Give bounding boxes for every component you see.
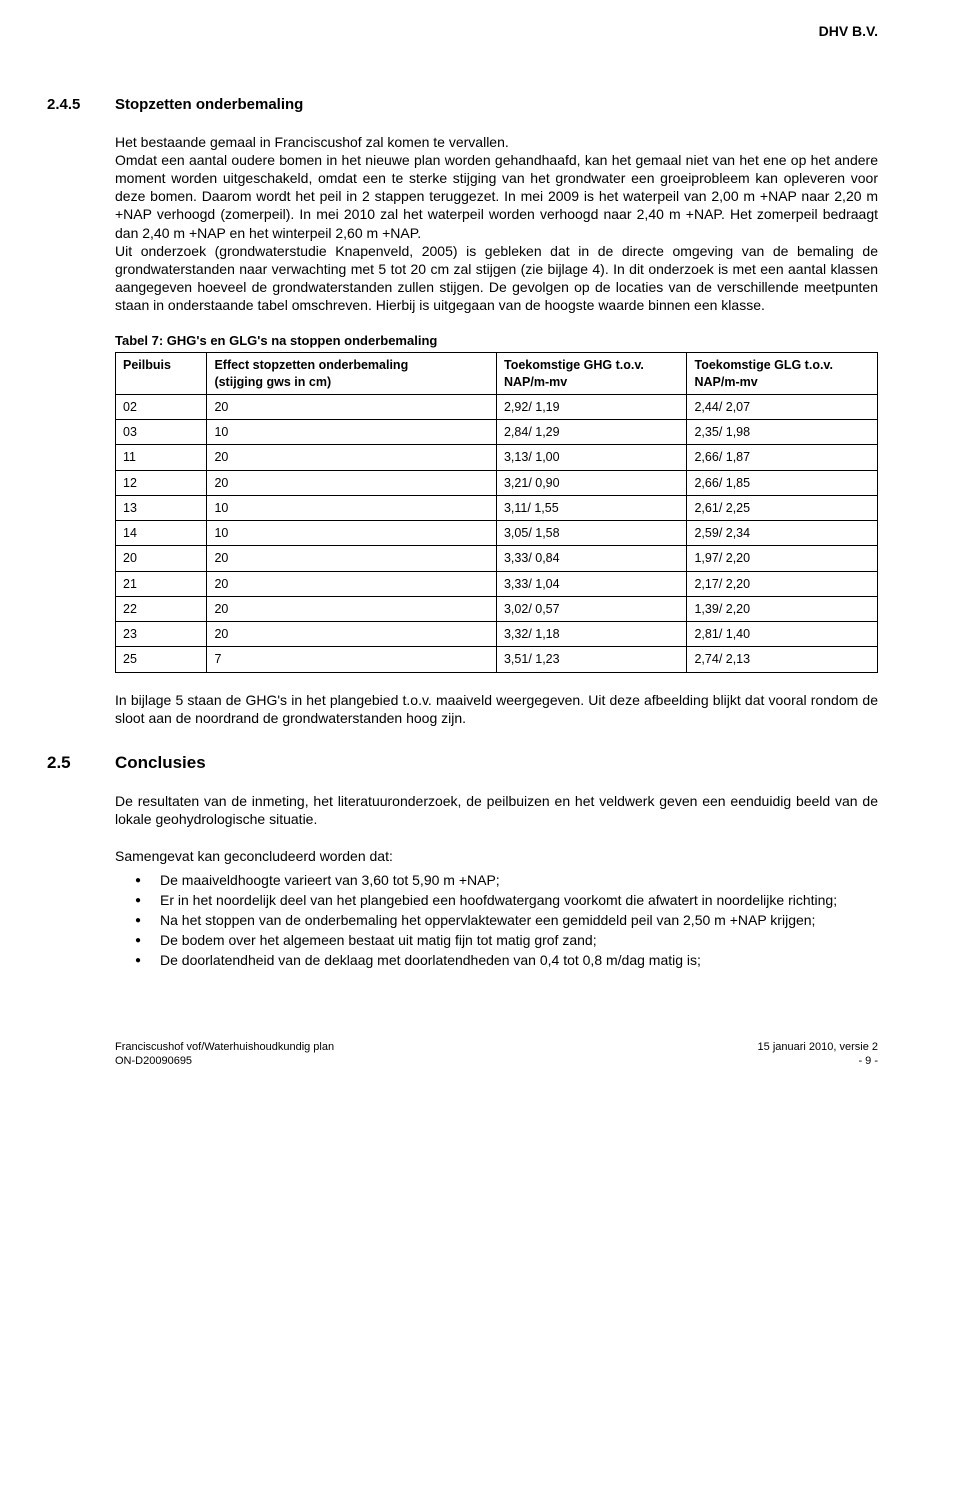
- section-25-para1: De resultaten van de inmeting, het liter…: [115, 792, 878, 828]
- table7-header-row: PeilbuisEffect stopzetten onderbemaling(…: [116, 353, 878, 395]
- footer-right: 15 januari 2010, versie 2 - 9 -: [758, 1040, 878, 1069]
- table-cell: 14: [116, 521, 207, 546]
- after-table-text: In bijlage 5 staan de GHG's in het plang…: [115, 691, 878, 727]
- table-cell: 20: [116, 546, 207, 571]
- table-cell: 3,21/ 0,90: [496, 470, 687, 495]
- table-cell: 2,59/ 2,34: [687, 521, 878, 546]
- list-item: Er in het noordelijk deel van het plange…: [160, 891, 878, 909]
- table-cell: 03: [116, 420, 207, 445]
- table-cell: 12: [116, 470, 207, 495]
- table-row: 2573,51/ 1,232,74/ 2,13: [116, 647, 878, 672]
- after-table-para: In bijlage 5 staan de GHG's in het plang…: [115, 691, 878, 727]
- table-cell: 2,74/ 2,13: [687, 647, 878, 672]
- table-cell: 3,33/ 1,04: [496, 571, 687, 596]
- footer-right1: 15 januari 2010, versie 2: [758, 1040, 878, 1054]
- table-cell: 2,81/ 1,40: [687, 622, 878, 647]
- section-number: 2.4.5: [47, 95, 115, 115]
- table-row: 23203,32/ 1,182,81/ 1,40: [116, 622, 878, 647]
- section-title-25: Conclusies: [115, 752, 206, 774]
- footer-right2: - 9 -: [758, 1054, 878, 1068]
- table-cell: 1,39/ 2,20: [687, 596, 878, 621]
- table-row: 20203,33/ 0,841,97/ 2,20: [116, 546, 878, 571]
- table-cell: 13: [116, 495, 207, 520]
- table-cell: 02: [116, 394, 207, 419]
- page-footer: Franciscushof vof/Waterhuishoudkundig pl…: [115, 1040, 878, 1069]
- table-cell: 3,11/ 1,55: [496, 495, 687, 520]
- company-header: DHV B.V.: [115, 22, 878, 40]
- table-cell: 25: [116, 647, 207, 672]
- table-cell: 2,17/ 2,20: [687, 571, 878, 596]
- table-row: 13103,11/ 1,552,61/ 2,25: [116, 495, 878, 520]
- table-cell: 2,61/ 2,25: [687, 495, 878, 520]
- table-cell: 20: [207, 445, 497, 470]
- table-cell: 22: [116, 596, 207, 621]
- table7: PeilbuisEffect stopzetten onderbemaling(…: [115, 352, 878, 672]
- table-row: 11203,13/ 1,002,66/ 1,87: [116, 445, 878, 470]
- footer-left1: Franciscushof vof/Waterhuishoudkundig pl…: [115, 1040, 334, 1054]
- table-row: 03102,84/ 1,292,35/ 1,98: [116, 420, 878, 445]
- table-cell: 2,35/ 1,98: [687, 420, 878, 445]
- table-cell: 11: [116, 445, 207, 470]
- table-cell: 20: [207, 470, 497, 495]
- table-cell: 3,02/ 0,57: [496, 596, 687, 621]
- section-number-25: 2.5: [47, 752, 115, 774]
- table7-th: Toekomstige GHG t.o.v.NAP/m-mv: [496, 353, 687, 395]
- table-cell: 3,51/ 1,23: [496, 647, 687, 672]
- table-cell: 10: [207, 420, 497, 445]
- table-cell: 20: [207, 596, 497, 621]
- table7-caption: Tabel 7: GHG's en GLG's na stoppen onder…: [115, 333, 878, 350]
- list-item: De doorlatendheid van de deklaag met doo…: [160, 951, 878, 969]
- section-title: Stopzetten onderbemaling: [115, 95, 303, 115]
- table-cell: 3,13/ 1,00: [496, 445, 687, 470]
- table-cell: 23: [116, 622, 207, 647]
- section-heading-2-5: 2.5 Conclusies: [47, 752, 878, 774]
- table-cell: 2,66/ 1,85: [687, 470, 878, 495]
- table-cell: 3,05/ 1,58: [496, 521, 687, 546]
- table-cell: 3,32/ 1,18: [496, 622, 687, 647]
- table-row: 21203,33/ 1,042,17/ 2,20: [116, 571, 878, 596]
- table-cell: 2,66/ 1,87: [687, 445, 878, 470]
- table-cell: 20: [207, 622, 497, 647]
- table-row: 14103,05/ 1,582,59/ 2,34: [116, 521, 878, 546]
- table-row: 12203,21/ 0,902,66/ 1,85: [116, 470, 878, 495]
- table-cell: 10: [207, 521, 497, 546]
- table-cell: 10: [207, 495, 497, 520]
- table-cell: 20: [207, 571, 497, 596]
- table-row: 02202,92/ 1,192,44/ 2,07: [116, 394, 878, 419]
- table-cell: 2,84/ 1,29: [496, 420, 687, 445]
- table-cell: 2,44/ 2,07: [687, 394, 878, 419]
- section-heading-2-4-5: 2.4.5 Stopzetten onderbemaling: [47, 95, 878, 115]
- table-row: 22203,02/ 0,571,39/ 2,20: [116, 596, 878, 621]
- table-cell: 3,33/ 0,84: [496, 546, 687, 571]
- section-25-para2-text: Samengevat kan geconcludeerd worden dat:: [115, 847, 878, 865]
- footer-left: Franciscushof vof/Waterhuishoudkundig pl…: [115, 1040, 334, 1069]
- table-cell: 20: [207, 394, 497, 419]
- table7-th: Toekomstige GLG t.o.v.NAP/m-mv: [687, 353, 878, 395]
- table-cell: 20: [207, 546, 497, 571]
- section-25-para1-text: De resultaten van de inmeting, het liter…: [115, 792, 878, 828]
- list-item: De maaiveldhoogte varieert van 3,60 tot …: [160, 871, 878, 889]
- list-item: De bodem over het algemeen bestaat uit m…: [160, 931, 878, 949]
- section-245-body: Het bestaande gemaal in Franciscushof za…: [115, 133, 878, 315]
- table7-th: Effect stopzetten onderbemaling(stijging…: [207, 353, 497, 395]
- table-cell: 2,92/ 1,19: [496, 394, 687, 419]
- table7-th: Peilbuis: [116, 353, 207, 395]
- table-cell: 1,97/ 2,20: [687, 546, 878, 571]
- footer-left2: ON-D20090695: [115, 1054, 334, 1068]
- conclusies-bullets: De maaiveldhoogte varieert van 3,60 tot …: [115, 871, 878, 970]
- section-245-para: Het bestaande gemaal in Franciscushof za…: [115, 133, 878, 315]
- table-cell: 21: [116, 571, 207, 596]
- list-item: Na het stoppen van de onderbemaling het …: [160, 911, 878, 929]
- table-cell: 7: [207, 647, 497, 672]
